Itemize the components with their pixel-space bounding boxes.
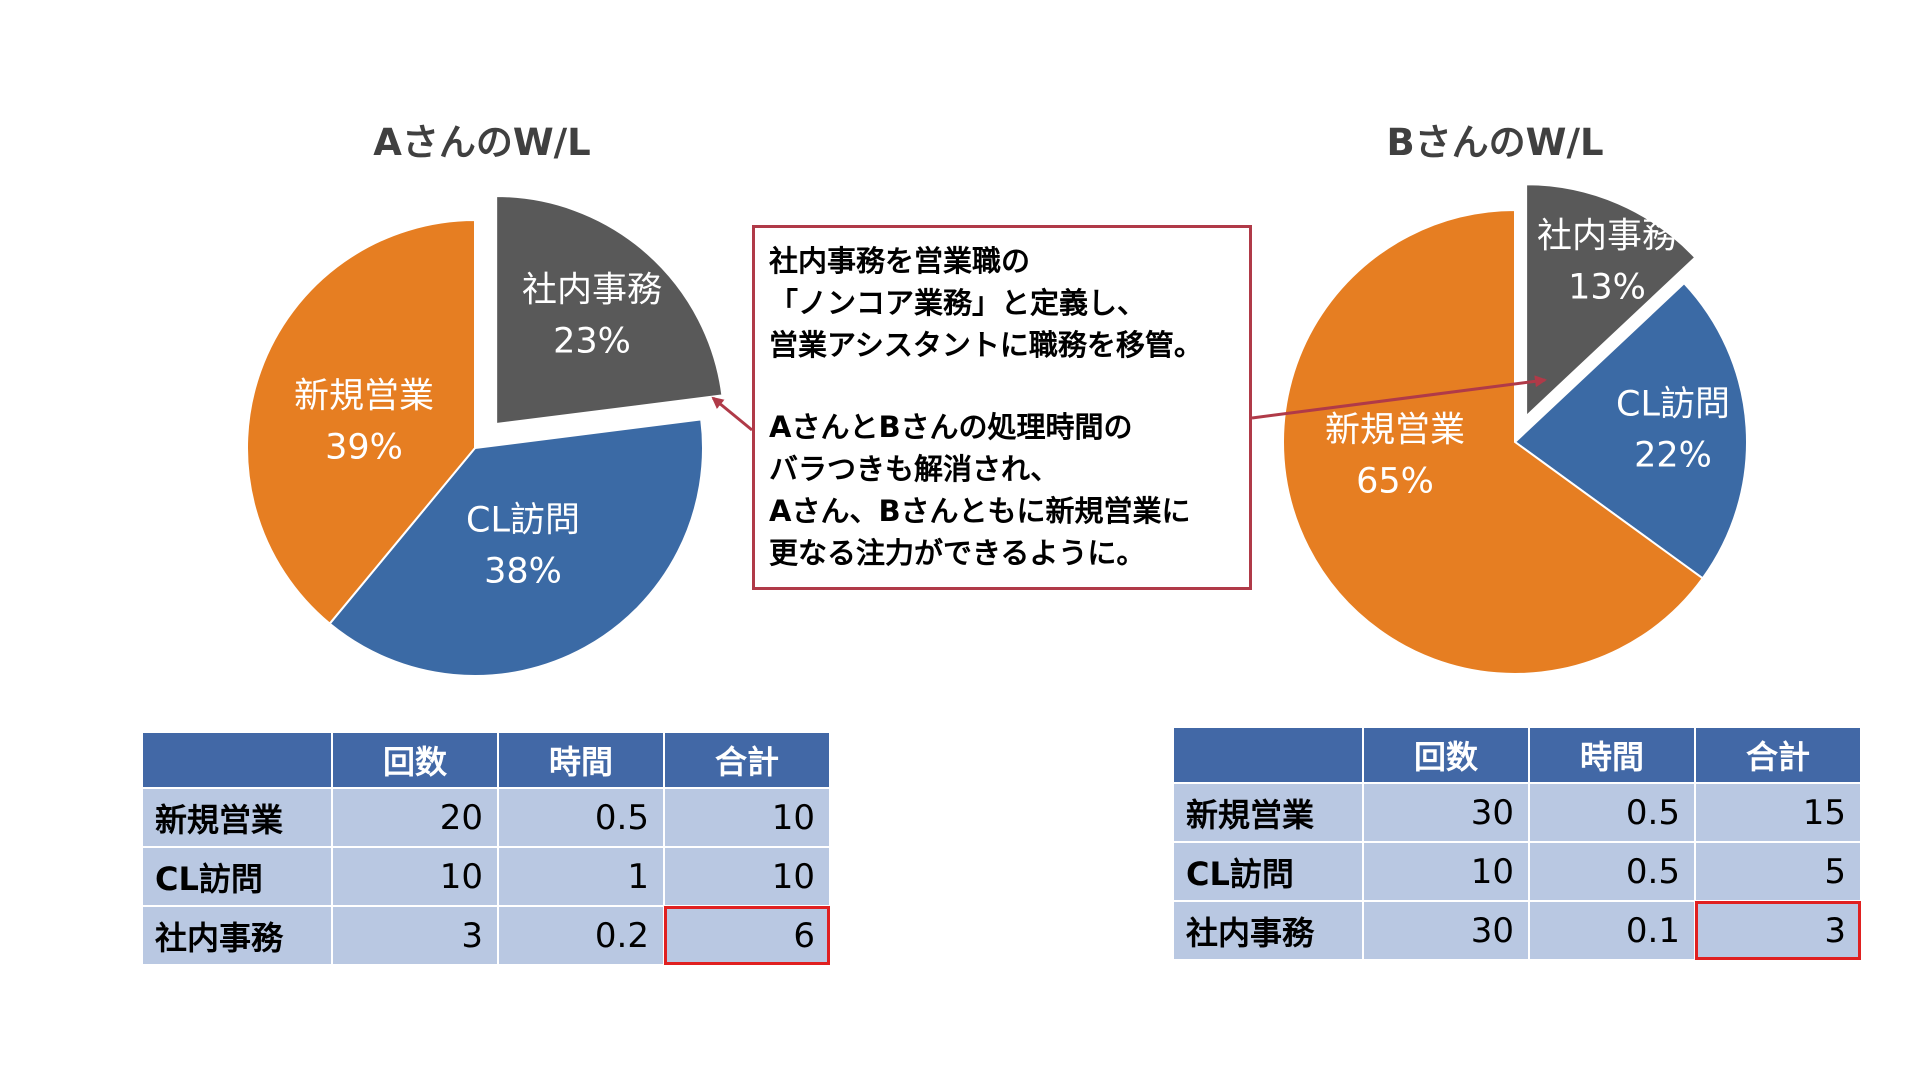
col-header-total: 合計 [663,731,831,789]
pie-b-category-sales: 新規営業 [1324,410,1466,451]
pie-a-category-office: 社内事務 [521,270,663,311]
table-row: 新規営業 20 0.5 10 [141,787,831,848]
pie-a-pct-office: 23% [553,321,631,361]
cell-count: 10 [331,846,499,907]
cell-count: 30 [1362,900,1530,961]
cell-total: 10 [663,846,831,907]
col-header-time: 時間 [1528,726,1696,784]
pie-b-slice-sales [1282,208,1705,675]
row-label: CL訪問 [141,846,333,907]
callout-box: 社内事務を営業職の 「ノンコア業務」と定義し、 営業アシスタントに職務を移管。 … [752,225,1252,590]
pie-b-pct-sales: 65% [1356,461,1434,501]
pie-b-category-visit: CL訪問 [1616,384,1730,425]
pie-b-title: BさんのW/L [1386,121,1604,164]
cell-time: 0.5 [1528,841,1696,902]
col-header-empty [141,731,333,789]
cell-time: 1 [497,846,665,907]
col-header-count: 回数 [331,731,499,789]
cell-total-highlighted: 6 [663,905,831,966]
table-a: 回数 時間 合計 新規営業 20 0.5 10 CL訪問 10 1 10 社内事… [141,731,831,966]
row-label: 社内事務 [1172,900,1364,961]
pie-b-pct-office: 13% [1568,267,1646,307]
cell-total: 5 [1694,841,1862,902]
pie-a-category-visit: CL訪問 [466,500,580,541]
cell-count: 10 [1362,841,1530,902]
pie-a-label-visit: CL訪問 38% [466,495,580,597]
pie-a-category-sales: 新規営業 [293,376,435,417]
cell-total-highlighted: 3 [1694,900,1862,961]
col-header-empty [1172,726,1364,784]
pie-a-slice-office [495,194,724,426]
cell-count: 30 [1362,782,1530,843]
callout-line: Aさん、Bさんともに新規営業に [769,494,1191,528]
pie-b-pct-visit: 22% [1634,435,1712,475]
callout-gap [769,366,1235,406]
pie-a-slice-sales [246,218,476,626]
table-row: 社内事務 30 0.1 3 [1172,900,1862,961]
cell-count: 20 [331,787,499,848]
cell-count: 3 [331,905,499,966]
pie-b-category-office: 社内事務 [1536,216,1678,257]
pie-b-slice-office [1525,183,1697,419]
row-label: 新規営業 [141,787,333,848]
pie-a-pct-sales: 39% [325,427,403,467]
cell-time: 0.5 [1528,782,1696,843]
col-header-total: 合計 [1694,726,1862,784]
cell-total: 10 [663,787,831,848]
callout-line: バラつきも解消され、 [769,452,1060,486]
pie-b-label-sales: 新規営業 65% [1325,405,1465,507]
col-header-time: 時間 [497,731,665,789]
cell-time: 0.2 [497,905,665,966]
table-row: 社内事務 3 0.2 6 [141,905,831,966]
table-header-row: 回数 時間 合計 [141,731,831,789]
cell-time: 0.5 [497,787,665,848]
cell-time: 0.1 [1528,900,1696,961]
pie-b-label-office: 社内事務 13% [1537,211,1677,313]
callout-line: 社内事務を営業職の [769,244,1031,278]
table-header-row: 回数 時間 合計 [1172,726,1862,784]
col-header-count: 回数 [1362,726,1530,784]
table-row: 新規営業 30 0.5 15 [1172,782,1862,843]
pie-b-slice-visit [1513,281,1748,580]
row-label: 新規営業 [1172,782,1364,843]
callout-line: 「ノンコア業務」と定義し、 [769,286,1147,320]
pie-a-label-office: 社内事務 23% [522,265,662,367]
callout-line: 営業アシスタントに職務を移管。 [769,328,1203,362]
pie-a-pct-visit: 38% [484,551,562,591]
table-row: CL訪問 10 1 10 [141,846,831,907]
callout-line: 更なる注力ができるように。 [769,536,1146,570]
table-row: CL訪問 10 0.5 5 [1172,841,1862,902]
row-label: CL訪問 [1172,841,1364,902]
pie-a-label-sales: 新規営業 39% [294,371,434,473]
callout-line: AさんとBさんの処理時間の [769,410,1133,444]
pie-a-title: AさんのW/L [373,121,591,164]
row-label: 社内事務 [141,905,333,966]
pie-a-slice-visit [328,418,704,677]
pie-b-label-visit: CL訪問 22% [1616,379,1730,481]
cell-total: 15 [1694,782,1862,843]
table-b: 回数 時間 合計 新規営業 30 0.5 15 CL訪問 10 0.5 5 社内… [1172,726,1862,961]
